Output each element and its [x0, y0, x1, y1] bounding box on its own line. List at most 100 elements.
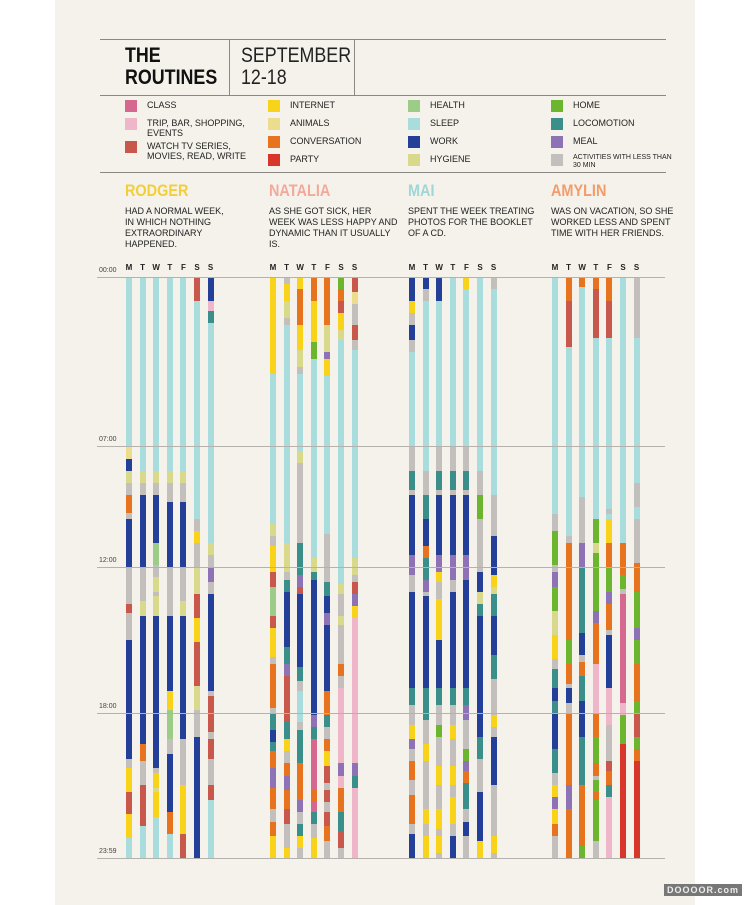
- activity-segment-work: [409, 277, 415, 302]
- legend-label: WORK: [430, 136, 458, 146]
- activity-segment-internet: [490, 836, 497, 854]
- day-bar: [422, 277, 429, 859]
- activity-segment-conversation: [633, 664, 640, 701]
- activity-segment-meal: [552, 572, 558, 588]
- activity-segment-hygiene: [194, 567, 200, 595]
- activity-segment-gray: [338, 594, 344, 617]
- day-bar: [207, 277, 214, 859]
- activity-segment-gray: [606, 724, 613, 762]
- activity-segment-meal: [351, 763, 358, 776]
- activity-segment-gray: [194, 543, 200, 568]
- activity-segment-work: [126, 458, 132, 472]
- legend-swatch-hygiene: [408, 154, 420, 166]
- day-label: M: [125, 263, 133, 272]
- activity-segment-sleep: [463, 289, 470, 447]
- activity-segment-locomotion: [490, 594, 497, 617]
- legend-item-sleep: SLEEP: [408, 118, 533, 130]
- activity-segment-work: [139, 615, 146, 745]
- day-label: S: [194, 263, 200, 272]
- activity-segment-hygiene: [153, 787, 160, 793]
- header-divider: [100, 95, 666, 96]
- day-label: W: [435, 263, 443, 272]
- activity-segment-home: [592, 780, 599, 793]
- person-name: AMYLIN: [551, 181, 607, 200]
- activity-segment-internet: [338, 313, 344, 331]
- activity-segment-locomotion: [297, 823, 304, 837]
- activity-segment-health: [270, 586, 276, 617]
- activity-segment-internet: [552, 785, 558, 798]
- activity-segment-sleep: [139, 826, 146, 859]
- activity-segment-gray: [338, 676, 344, 689]
- activity-segment-internet: [436, 598, 443, 641]
- activity-segment-internet: [422, 809, 429, 825]
- legend-swatch-conversation: [268, 136, 280, 148]
- activity-segment-conversation: [552, 823, 558, 837]
- activity-segment-gray: [324, 840, 331, 859]
- activity-segment-tv: [324, 790, 331, 803]
- activity-segment-internet: [153, 773, 160, 789]
- activity-segment-work: [606, 635, 613, 689]
- top-divider: [100, 39, 666, 40]
- time-label: 07:00: [99, 436, 117, 444]
- activity-segment-meal: [207, 567, 214, 583]
- activity-segment-home: [436, 724, 443, 738]
- activity-segment-work: [422, 519, 429, 547]
- legend-item-health: HEALTH: [408, 100, 533, 112]
- time-gridline: [97, 277, 665, 278]
- activity-segment-gray: [351, 339, 358, 351]
- activity-segment-gray: [207, 690, 214, 697]
- day-label: M: [551, 263, 559, 272]
- activity-segment-gray: [490, 277, 497, 290]
- activity-segment-tv: [194, 277, 200, 302]
- activity-segment-gray: [490, 785, 497, 837]
- activity-segment-gray: [351, 574, 358, 583]
- activity-segment-home: [477, 494, 483, 520]
- activity-segment-trip: [351, 618, 358, 764]
- activity-segment-trip: [606, 797, 613, 859]
- activity-segment-locomotion: [422, 557, 429, 580]
- activity-segment-internet: [194, 531, 200, 544]
- activity-segment-gray: [166, 482, 173, 503]
- legend-swatch-class: [125, 100, 137, 112]
- legend-item-locomotion: LOCOMOTION: [551, 118, 676, 130]
- activity-segment-home: [565, 640, 572, 665]
- time-gridline: [97, 567, 665, 569]
- activity-segment-tv: [194, 642, 200, 687]
- activity-segment-gray: [463, 446, 470, 472]
- activity-segment-gray: [297, 366, 304, 375]
- time-label: 00:00: [99, 267, 117, 274]
- activity-segment-gray: [409, 705, 415, 726]
- activity-segment-work: [579, 632, 586, 655]
- activity-segment-work: [126, 519, 132, 568]
- activity-segment-gray: [422, 823, 429, 837]
- activity-segment-sleep: [422, 301, 429, 472]
- activity-segment-internet: [477, 840, 483, 859]
- activity-segment-home: [592, 519, 599, 544]
- poster-panel: [55, 0, 695, 905]
- activity-segment-gray: [436, 828, 443, 837]
- activity-segment-gray: [126, 482, 132, 496]
- activity-segment-tv: [565, 301, 572, 348]
- person-description: WAS ON VACATION, SO SHE WORKED LESS AND …: [551, 206, 674, 238]
- activity-segment-trip: [351, 787, 358, 859]
- page-title: THE ROUTINES: [125, 44, 218, 89]
- activity-segment-gray: [270, 535, 276, 547]
- activity-segment-gray: [139, 482, 146, 496]
- legend-item-home: HOME: [551, 100, 676, 112]
- activity-segment-conversation: [606, 277, 613, 302]
- activity-segment-sleep: [153, 816, 160, 859]
- person-name: MAI: [408, 181, 435, 200]
- activity-segment-conversation: [310, 277, 317, 302]
- activity-segment-locomotion: [297, 543, 304, 576]
- activity-segment-locomotion: [351, 775, 358, 789]
- activity-segment-gray: [283, 823, 290, 849]
- activity-segment-conversation: [338, 787, 344, 813]
- activity-segment-work: [126, 640, 132, 760]
- activity-segment-gray: [422, 289, 429, 302]
- activity-segment-conversation: [338, 289, 344, 302]
- activity-segment-gray: [324, 782, 331, 791]
- activity-segment-work: [283, 591, 290, 648]
- activity-segment-locomotion: [283, 722, 290, 740]
- activity-segment-sleep: [166, 277, 173, 472]
- activity-segment-tv: [324, 765, 331, 784]
